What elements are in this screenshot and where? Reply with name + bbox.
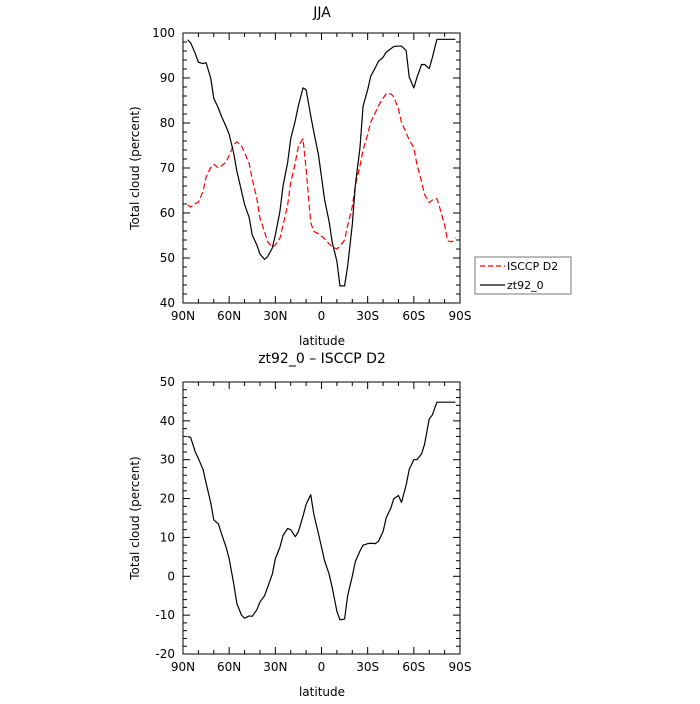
top-y-tick-label: 60	[160, 206, 175, 220]
bottom-x-tick-label: 0	[318, 660, 326, 674]
top-chart-title: JJA	[312, 5, 331, 21]
bottom-x-tick-label: 90N	[171, 660, 195, 674]
bottom-y-axis-label: Total cloud (percent)	[128, 456, 142, 580]
top-x-tick-label: 60N	[217, 309, 241, 323]
top-x-tick-label: 30S	[356, 309, 379, 323]
top-chart: JJA 90N 60N 30N 0 30S 60S 90S 40 50 60 70 80 90 100 l…	[128, 5, 572, 348]
bottom-x-tick-label: 30N	[263, 660, 287, 674]
top-y-tick-label: 90	[160, 71, 175, 85]
bottom-x-tick-label: 90S	[449, 660, 472, 674]
bottom-x-tick-label: 60N	[217, 660, 241, 674]
bottom-plot-frame	[182, 381, 461, 655]
bottom-y-tick-label: 40	[160, 414, 175, 428]
bottom-series-line-0	[187, 401, 456, 621]
bottom-chart-title: zt92_0 – ISCCP D2	[258, 351, 386, 367]
bottom-y-tick-label: 20	[160, 492, 175, 506]
bottom-x-axis-label: latitude	[299, 685, 345, 699]
bottom-y-tick-label: 30	[160, 453, 175, 467]
top-series-line-zt92-0	[187, 38, 456, 287]
legend: ISCCP D2 zt92_0	[474, 256, 572, 295]
legend-label-isccp: ISCCP D2	[507, 260, 558, 273]
top-x-tick-label: 60S	[402, 309, 425, 323]
top-y-tick-label: 40	[160, 296, 175, 310]
bottom-y-tick-label: -10	[155, 608, 175, 622]
top-axis-ticks: 90N 60N 30N 0 30S 60S 90S 40 50 60 70 80 90 100	[152, 26, 471, 323]
top-series-line-isccp-d2	[187, 93, 456, 250]
top-y-axis-label: Total cloud (percent)	[128, 106, 142, 230]
legend-label-zt92: zt92_0	[507, 279, 544, 292]
bottom-x-tick-label: 30S	[356, 660, 379, 674]
top-x-tick-label: 30N	[263, 309, 287, 323]
bottom-chart: zt92_0 – ISCCP D2 90N 60N 30N 0 30S 60S 90S -20…	[128, 351, 471, 699]
legend-box	[474, 256, 572, 295]
top-y-tick-label: 100	[152, 26, 175, 40]
bottom-axis-ticks: 90N 60N 30N 0 30S 60S 90S -20 -10 0 10 20 30 40 50	[155, 375, 471, 674]
top-series-group	[187, 38, 456, 287]
top-y-tick-label: 50	[160, 251, 175, 265]
bottom-y-tick-label: 10	[160, 530, 175, 544]
bottom-y-tick-label: 0	[167, 569, 175, 583]
top-y-tick-label: 70	[160, 161, 175, 175]
top-x-tick-label: 90S	[449, 309, 472, 323]
top-x-tick-label: 90N	[171, 309, 195, 323]
bottom-series-group	[187, 401, 456, 621]
bottom-y-tick-label: 50	[160, 375, 175, 389]
top-x-tick-label: 0	[318, 309, 326, 323]
top-y-tick-label: 80	[160, 116, 175, 130]
top-x-axis-label: latitude	[299, 334, 345, 348]
bottom-y-tick-label: -20	[155, 647, 175, 661]
bottom-x-tick-label: 60S	[402, 660, 425, 674]
